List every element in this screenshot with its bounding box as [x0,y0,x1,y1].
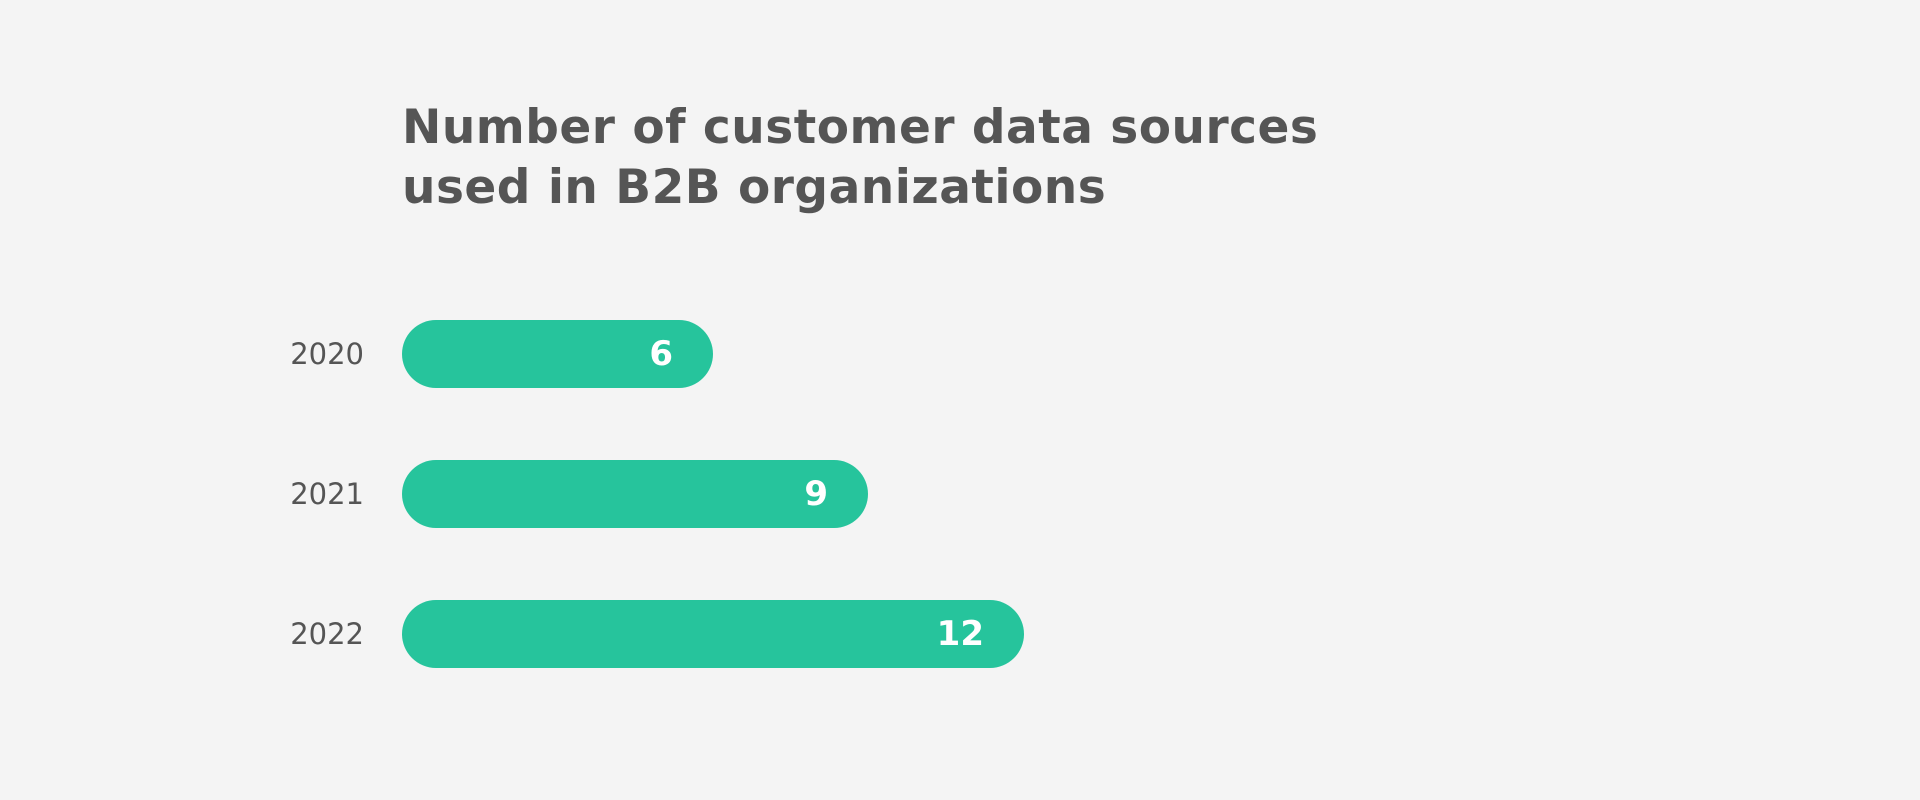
bar [402,600,1024,668]
bar-row: 2022 12 [0,600,1920,668]
category-label: 2020 [290,337,364,371]
bar-value-label: 9 [804,474,828,514]
category-label: 2022 [290,617,364,651]
bar [402,460,868,528]
bar-value-label: 6 [649,334,673,374]
bar [402,320,713,388]
bar-row: 2021 9 [0,460,1920,528]
chart-title: Number of customer data sources used in … [402,100,1319,215]
bar-row: 2020 6 [0,320,1920,388]
bar-value-label: 12 [936,614,984,654]
category-label: 2021 [290,477,364,511]
